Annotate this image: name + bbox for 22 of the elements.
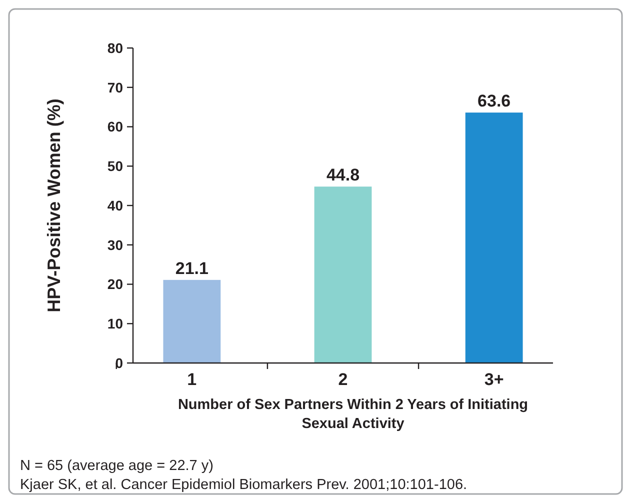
data-label: 44.8	[326, 166, 360, 185]
x-tick-label: 1	[187, 370, 197, 389]
y-tick-label: 70	[107, 79, 124, 96]
y-axis-title: HPV-Positive Women (%)	[44, 98, 64, 312]
data-label: 21.1	[175, 258, 208, 278]
y-tick-label: 30	[107, 236, 124, 253]
bar	[163, 280, 221, 363]
x-tick-label: 2	[338, 370, 348, 389]
text: Kjaer SK, et al. Cancer Epidemiol Biomarkers Prev. 2001;10:101-106.	[20, 477, 468, 493]
x-axis-title: Number of Sex Partners Within 2 Years of Initiating Sexual Activity	[178, 397, 528, 432]
text: N = 65 (average age = 22.7 y)	[20, 458, 214, 474]
x-tick-label: 3+	[484, 370, 504, 389]
y-tick-label: 50	[107, 158, 124, 174]
y-tick-label: 10	[107, 316, 124, 332]
y-tick-label: 0	[115, 354, 124, 371]
bar	[465, 112, 523, 363]
y-tick-label: 80	[107, 40, 124, 56]
bar	[314, 186, 372, 363]
y-tick-label: 40	[107, 197, 124, 214]
data-label: 63.6	[478, 92, 511, 111]
y-tick-label: 60	[107, 118, 124, 135]
y-tick-label: 20	[107, 276, 124, 292]
